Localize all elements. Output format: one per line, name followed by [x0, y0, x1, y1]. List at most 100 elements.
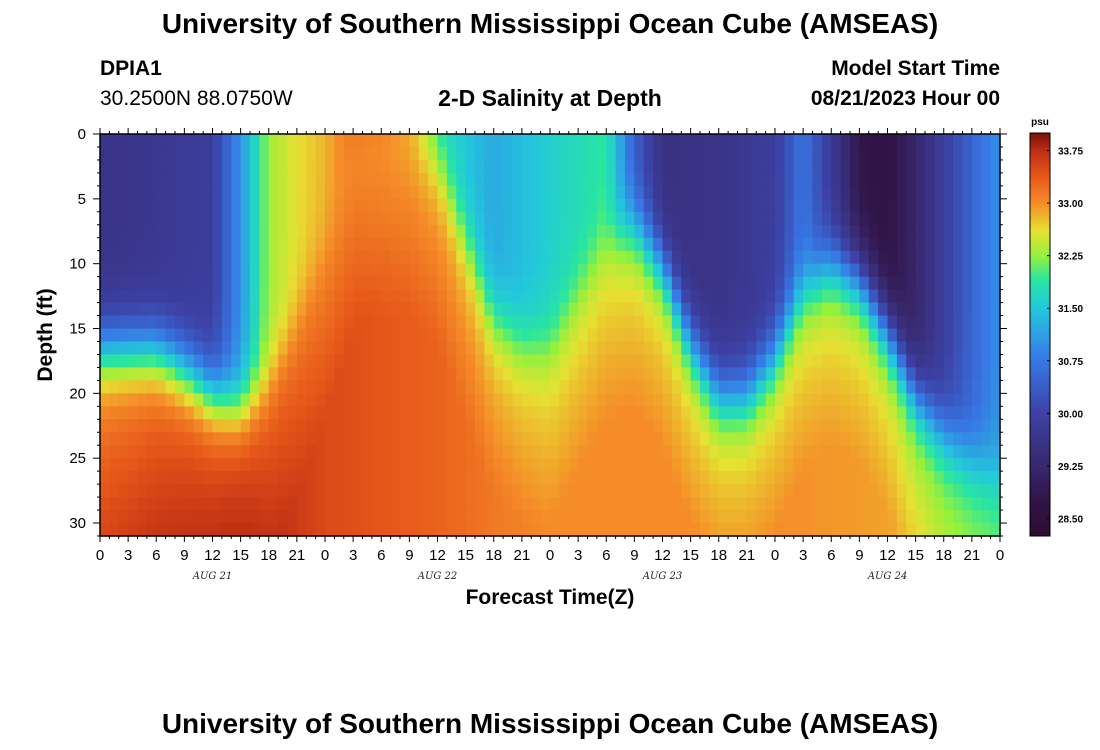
- heatmap-cell: [700, 250, 710, 265]
- heatmap-cell: [531, 523, 542, 537]
- heatmap-cell: [456, 198, 467, 213]
- heatmap-cell: [493, 289, 504, 304]
- heatmap-cell: [737, 484, 748, 498]
- heatmap-cell: [709, 419, 720, 433]
- heatmap-cell: [109, 380, 120, 394]
- heatmap-cell: [109, 406, 120, 420]
- heatmap-cell: [531, 341, 542, 356]
- heatmap-cell: [634, 432, 645, 446]
- heatmap-cell: [775, 224, 785, 239]
- heatmap-cell: [643, 302, 654, 317]
- heatmap-cell: [353, 328, 364, 343]
- heatmap-cell: [371, 484, 382, 498]
- heatmap-cell: [990, 263, 1001, 278]
- heatmap-cell: [503, 237, 514, 252]
- heatmap-cell: [728, 510, 739, 524]
- heatmap-cell: [118, 211, 129, 226]
- heatmap-cell: [756, 458, 767, 472]
- heatmap-cell: [306, 406, 317, 420]
- heatmap-cell: [418, 367, 429, 381]
- heatmap-cell: [456, 341, 467, 356]
- heatmap-cell: [437, 523, 448, 537]
- heatmap-cell: [418, 393, 429, 407]
- heatmap-cell: [709, 315, 720, 330]
- heatmap-cell: [634, 302, 645, 317]
- heatmap-cell: [465, 484, 476, 498]
- heatmap-cell: [868, 523, 879, 537]
- heatmap-cell: [550, 172, 560, 187]
- heatmap-cell: [371, 134, 382, 148]
- heatmap-cell: [503, 510, 514, 524]
- heatmap-cell: [259, 432, 270, 446]
- heatmap-cell: [296, 380, 307, 394]
- heatmap-cell: [371, 315, 382, 330]
- heatmap-cell: [896, 276, 907, 291]
- heatmap-cell: [175, 419, 185, 433]
- heatmap-cell: [634, 367, 645, 381]
- heatmap-cell: [109, 159, 120, 174]
- heatmap-cell: [550, 406, 560, 420]
- heatmap-cell: [109, 250, 120, 265]
- heatmap-cell: [137, 328, 148, 343]
- heatmap-cell: [550, 250, 560, 265]
- heatmap-cell: [240, 341, 251, 356]
- heatmap-cell: [334, 250, 345, 265]
- heatmap-cell: [971, 159, 982, 174]
- heatmap-cell: [550, 497, 560, 511]
- heatmap-cell: [409, 406, 420, 420]
- heatmap-cell: [521, 432, 532, 446]
- heatmap-cell: [531, 367, 542, 381]
- heatmap-cell: [240, 224, 251, 239]
- heatmap-cell: [428, 393, 439, 407]
- heatmap-cell: [203, 406, 214, 420]
- heatmap-cell: [165, 458, 176, 472]
- heatmap-cell: [306, 198, 317, 213]
- heatmap-cell: [212, 367, 223, 381]
- heatmap-cell: [943, 445, 954, 459]
- heatmap-cell: [943, 471, 954, 485]
- heatmap-cell: [250, 341, 260, 356]
- heatmap-cell: [259, 224, 270, 239]
- heatmap-cell: [100, 341, 110, 356]
- heatmap-cell: [690, 198, 701, 213]
- heatmap-cell: [428, 341, 439, 356]
- heatmap-cell: [212, 134, 223, 148]
- heatmap-cell: [700, 263, 710, 278]
- heatmap-cell: [962, 458, 973, 472]
- heatmap-cell: [165, 484, 176, 498]
- heatmap-cell: [756, 289, 767, 304]
- heatmap-cell: [990, 445, 1001, 459]
- heatmap-cell: [521, 354, 532, 369]
- heatmap-cell: [681, 458, 692, 472]
- heatmap-cell: [521, 185, 532, 200]
- heatmap-cell: [250, 250, 260, 265]
- heatmap-cell: [634, 523, 645, 537]
- heatmap-cell: [578, 237, 589, 252]
- heatmap-cell: [981, 341, 992, 356]
- heatmap-cell: [306, 497, 317, 511]
- heatmap-cell: [690, 380, 701, 394]
- x-tick-label: 0: [771, 547, 779, 564]
- heatmap-cell: [700, 328, 710, 343]
- heatmap-cell: [371, 276, 382, 291]
- heatmap-cell: [700, 211, 710, 226]
- heatmap-cell: [428, 263, 439, 278]
- heatmap-cell: [512, 211, 523, 226]
- heatmap-cell: [643, 484, 654, 498]
- heatmap-cell: [831, 445, 842, 459]
- heatmap-cell: [165, 523, 176, 537]
- heatmap-cell: [296, 523, 307, 537]
- heatmap-cell: [306, 471, 317, 485]
- heatmap-cell: [709, 198, 720, 213]
- heatmap-cell: [540, 172, 551, 187]
- heatmap-cell: [821, 185, 832, 200]
- heatmap-cell: [278, 471, 289, 485]
- heatmap-cell: [793, 328, 804, 343]
- heatmap-cell: [859, 146, 870, 161]
- heatmap-cell: [165, 134, 176, 148]
- heatmap-cell: [718, 484, 729, 498]
- heatmap-cell: [287, 419, 298, 433]
- heatmap-cell: [962, 367, 973, 381]
- heatmap-cell: [353, 523, 364, 537]
- heatmap-cell: [221, 471, 232, 485]
